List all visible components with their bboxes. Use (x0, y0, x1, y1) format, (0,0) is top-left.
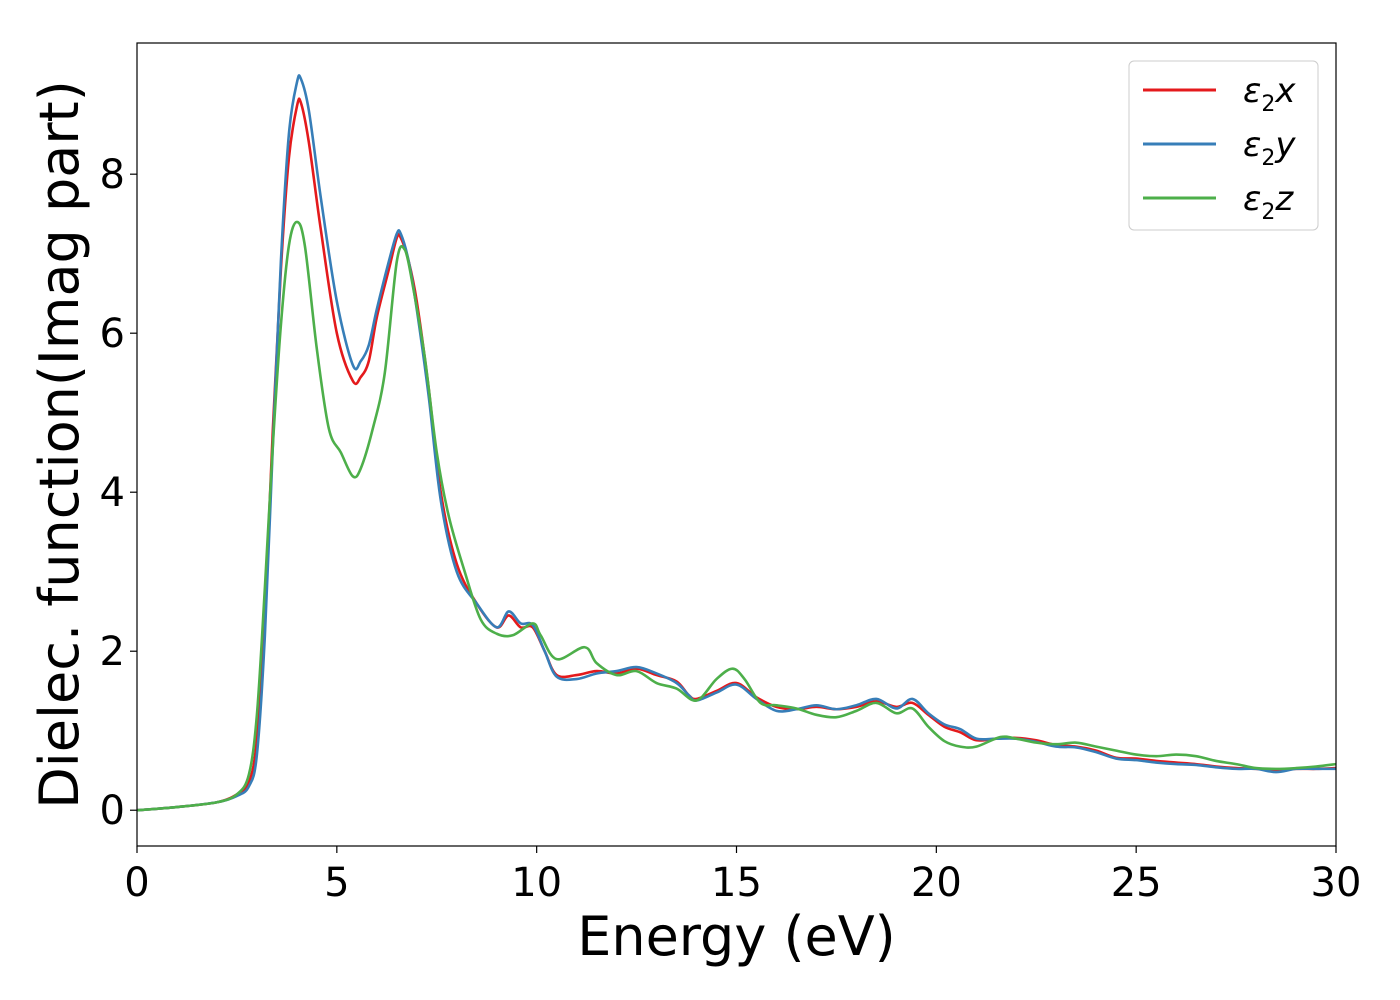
y-axis-ticks: 0 2 4 6 8 (100, 152, 137, 834)
x-axis-ticks: 0 5 10 15 20 25 30 (124, 846, 1361, 906)
legend-box (1128, 60, 1319, 231)
x-tick-label: 0 (124, 860, 149, 906)
series-line-z (137, 220, 1336, 812)
y-tick-label: 8 (100, 152, 125, 198)
series-line-y (137, 74, 1336, 812)
x-axis-title: Energy (eV) (577, 905, 896, 968)
legend-label-y: ε2y (1243, 125, 1296, 171)
y-tick-label: 0 (100, 788, 125, 834)
x-tick-label: 10 (511, 860, 562, 906)
y-tick-label: 2 (100, 629, 125, 675)
x-tick-label: 20 (911, 860, 962, 906)
x-tick-label: 15 (711, 860, 762, 906)
x-tick-label: 30 (1311, 860, 1362, 906)
y-axis-title: Dielec. function(Imag part) (28, 80, 91, 809)
y-tick-label: 4 (100, 470, 125, 516)
legend: ε2x ε2y ε2z (1128, 60, 1319, 231)
series-layer (137, 74, 1336, 812)
legend-label-x: ε2x (1243, 71, 1296, 117)
x-tick-label: 25 (1111, 860, 1162, 906)
x-tick-label: 5 (324, 860, 349, 906)
y-tick-label: 6 (100, 311, 125, 357)
legend-label-z: ε2z (1243, 179, 1294, 225)
